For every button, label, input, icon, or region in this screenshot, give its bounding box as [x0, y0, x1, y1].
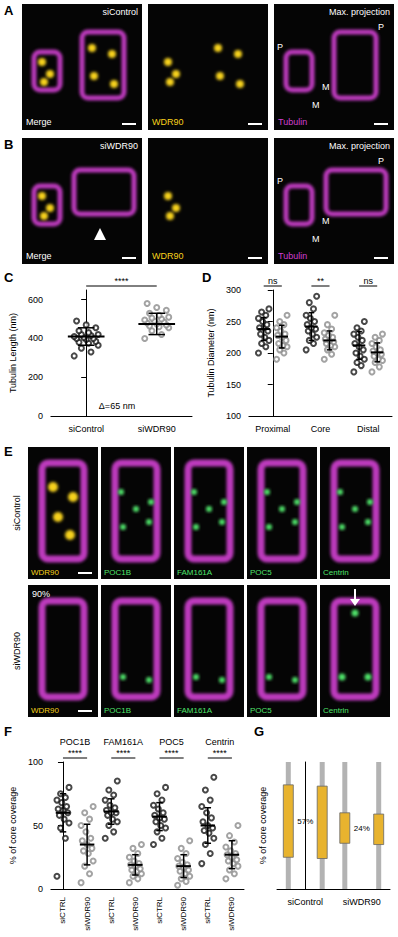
- svg-text:0: 0: [38, 411, 43, 421]
- svg-text:****: ****: [116, 748, 131, 758]
- svg-text:siWDR90: siWDR90: [12, 632, 22, 670]
- svg-text:57%: 57%: [297, 817, 313, 826]
- svg-text:100: 100: [226, 411, 241, 421]
- svg-text:siWDR90: siWDR90: [100, 141, 138, 151]
- svg-text:POC5: POC5: [250, 706, 272, 715]
- svg-text:% of core coverage: % of core coverage: [8, 787, 18, 865]
- svg-text:POC1B: POC1B: [104, 568, 131, 577]
- svg-text:POC5: POC5: [159, 737, 184, 747]
- svg-text:WDR90: WDR90: [152, 117, 184, 127]
- svg-text:siWDR90: siWDR90: [83, 896, 92, 930]
- svg-text:M: M: [312, 100, 320, 110]
- svg-text:****: ****: [213, 748, 228, 758]
- svg-text:P: P: [277, 42, 283, 52]
- svg-text:Merge: Merge: [26, 117, 52, 127]
- svg-text:Max. projection: Max. projection: [329, 141, 390, 151]
- svg-text:siWDR90: siWDR90: [131, 896, 140, 930]
- svg-text:300: 300: [226, 285, 241, 295]
- svg-text:Max. projection: Max. projection: [329, 7, 390, 17]
- svg-text:Proximal: Proximal: [255, 424, 290, 434]
- svg-text:siWDR90: siWDR90: [138, 424, 176, 434]
- svg-text:M: M: [322, 82, 330, 92]
- svg-text:Distal: Distal: [357, 424, 380, 434]
- svg-text:400: 400: [28, 333, 43, 343]
- svg-text:Tubulin: Tubulin: [278, 251, 307, 261]
- svg-text:siControl: siControl: [102, 7, 138, 17]
- svg-text:90%: 90%: [32, 589, 50, 599]
- svg-text:siCTRL: siCTRL: [107, 896, 116, 923]
- html-text:F: F: [4, 724, 12, 739]
- svg-text:siControl: siControl: [68, 424, 104, 434]
- svg-text:****: ****: [114, 276, 129, 286]
- svg-text:Tubulin Diameter (nm): Tubulin Diameter (nm): [206, 308, 216, 397]
- svg-text:ns: ns: [363, 276, 373, 286]
- svg-text:E: E: [4, 444, 13, 459]
- svg-text:P: P: [277, 176, 283, 186]
- svg-text:POC1B: POC1B: [104, 706, 131, 715]
- svg-text:200: 200: [28, 372, 43, 382]
- svg-text:WDR90: WDR90: [31, 706, 60, 715]
- svg-text:**: **: [317, 276, 325, 286]
- svg-text:siWDR90: siWDR90: [227, 896, 236, 930]
- svg-text:FAM161A: FAM161A: [177, 706, 213, 715]
- svg-text:siWDR90: siWDR90: [343, 897, 381, 907]
- svg-text:600: 600: [28, 295, 43, 305]
- svg-text:siCTRL: siCTRL: [155, 896, 164, 923]
- svg-text:250: 250: [226, 317, 241, 327]
- svg-text:siWDR90: siWDR90: [179, 896, 188, 930]
- svg-text:A: A: [4, 3, 14, 18]
- html-text:D: D: [202, 270, 212, 285]
- svg-text:M: M: [322, 216, 330, 226]
- svg-text:ns: ns: [268, 276, 278, 286]
- svg-text:FAM161A: FAM161A: [177, 568, 213, 577]
- html-text:G: G: [254, 724, 265, 739]
- svg-text:Centrin: Centrin: [323, 568, 349, 577]
- svg-text:Merge: Merge: [26, 251, 52, 261]
- svg-text:siControl: siControl: [287, 897, 323, 907]
- svg-text:Tubulin Length (nm): Tubulin Length (nm): [8, 313, 18, 393]
- svg-text:POC5: POC5: [250, 568, 272, 577]
- html-text:C: C: [4, 270, 14, 285]
- svg-text:0: 0: [38, 884, 43, 894]
- svg-text:****: ****: [68, 748, 83, 758]
- svg-text:WDR90: WDR90: [31, 568, 60, 577]
- svg-text:siControl: siControl: [12, 495, 22, 531]
- svg-text:M: M: [312, 234, 320, 244]
- svg-text:100: 100: [28, 757, 43, 767]
- svg-text:POC1B: POC1B: [60, 737, 91, 747]
- svg-text:50: 50: [33, 821, 43, 831]
- svg-text:siCTRL: siCTRL: [203, 896, 212, 923]
- svg-text:200: 200: [226, 348, 241, 358]
- svg-text:FAM161A: FAM161A: [104, 737, 144, 747]
- svg-text:****: ****: [165, 748, 180, 758]
- svg-text:siCTRL: siCTRL: [58, 896, 67, 923]
- svg-text:P: P: [378, 156, 384, 166]
- svg-text:24%: 24%: [354, 824, 370, 833]
- svg-text:B: B: [4, 137, 13, 152]
- svg-text:150: 150: [226, 380, 241, 390]
- svg-text:Centrin: Centrin: [205, 737, 234, 747]
- svg-text:% of core coverage: % of core coverage: [258, 787, 268, 865]
- svg-text:Tubulin: Tubulin: [278, 117, 307, 127]
- svg-text:Δ=65 nm: Δ=65 nm: [99, 401, 135, 411]
- svg-text:WDR90: WDR90: [152, 251, 184, 261]
- svg-text:P: P: [378, 22, 384, 32]
- svg-text:Core: Core: [311, 424, 331, 434]
- svg-text:Centrin: Centrin: [323, 706, 349, 715]
